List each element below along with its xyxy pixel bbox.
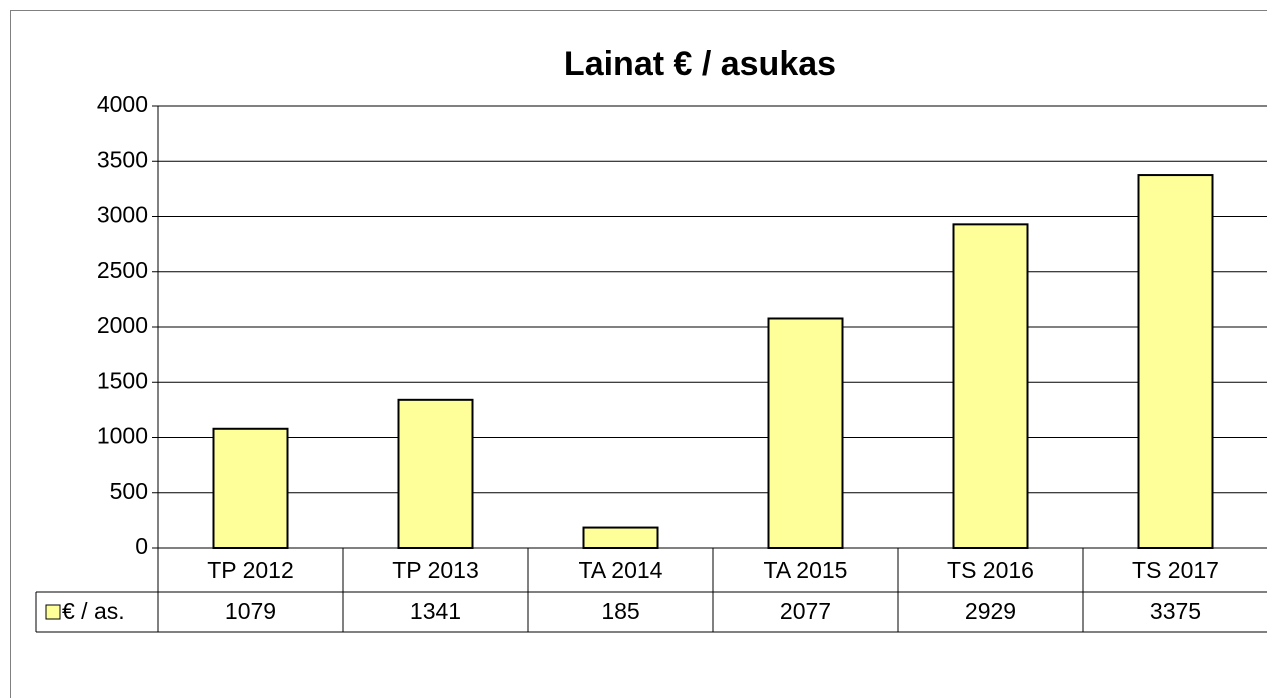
y-tick-label: 500 [110,478,148,504]
data-label: 2077 [780,598,831,624]
y-tick-label: 2000 [97,312,148,338]
legend-label: € / as. [62,598,125,624]
data-label: 2929 [965,598,1016,624]
x-tick-label: TA 2014 [579,557,663,583]
y-tick-label: 2500 [97,257,148,283]
bar [397,398,474,549]
y-tick-label: 1500 [97,367,148,393]
bar [212,427,289,550]
chart-frame [10,10,1267,698]
y-tick-label: 3500 [97,146,148,172]
data-label: 3375 [1150,598,1201,624]
bar [1137,174,1214,549]
x-tick-label: TP 2012 [207,557,294,583]
bar [952,223,1029,550]
data-label: 185 [601,598,639,624]
x-tick-label: TS 2017 [1132,557,1219,583]
x-tick-label: TP 2013 [392,557,479,583]
x-tick-label: TS 2016 [947,557,1034,583]
y-tick-label: 1000 [97,423,148,449]
bar [767,317,844,549]
y-tick-label: 4000 [97,91,148,117]
data-label: 1079 [225,598,276,624]
data-label: 1341 [410,598,461,624]
y-tick-label: 3000 [97,202,148,228]
x-tick-label: TA 2015 [764,557,848,583]
bar [582,526,659,549]
y-tick-label: 0 [135,533,148,559]
legend-key [45,604,61,620]
chart-title: Lainat € / asukas [564,45,836,83]
